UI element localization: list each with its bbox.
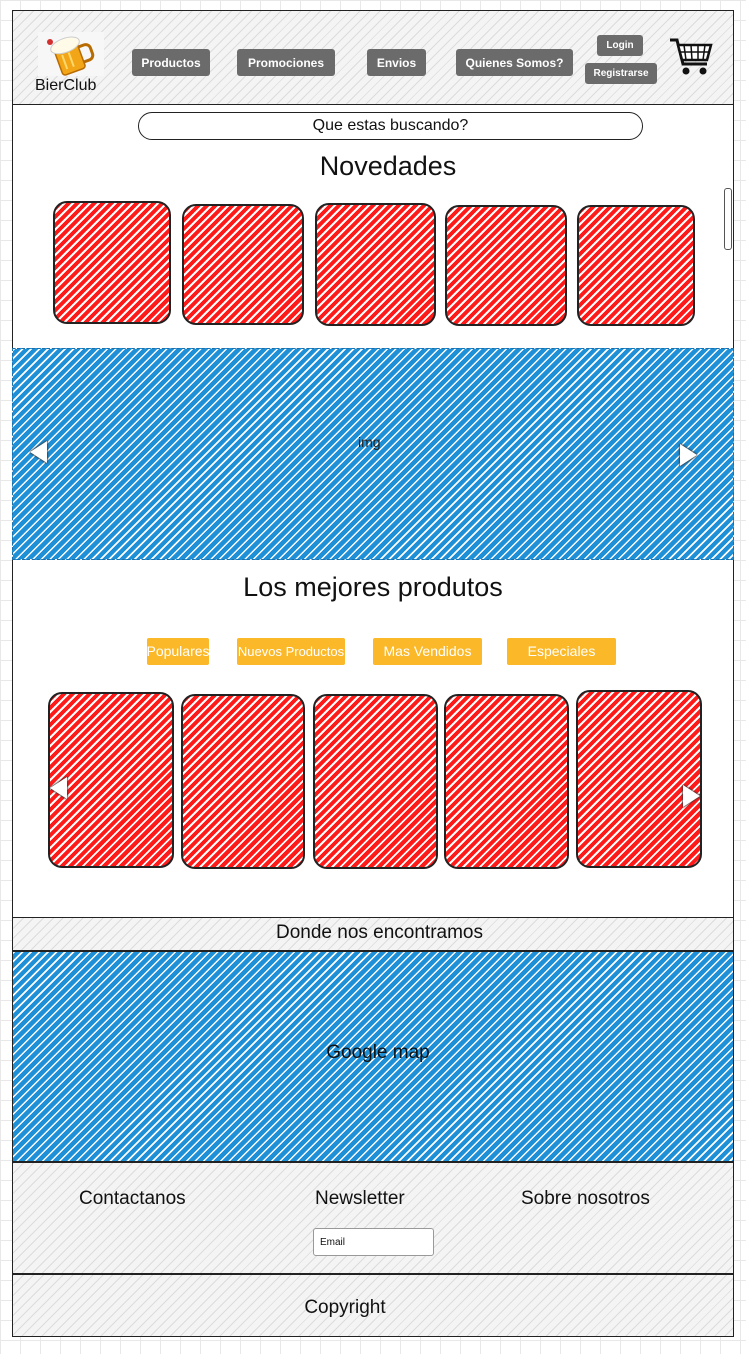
tab-populares[interactable]: Populares bbox=[146, 638, 210, 665]
location-header bbox=[12, 917, 734, 951]
beer-mug-icon[interactable] bbox=[38, 32, 104, 76]
best-product-card[interactable] bbox=[48, 692, 174, 868]
nav-button-promociones[interactable]: Promociones bbox=[237, 49, 335, 76]
nav-button-productos[interactable]: Productos bbox=[132, 49, 210, 76]
banner-next-arrow-icon[interactable] bbox=[680, 444, 697, 466]
novedad-product-card[interactable] bbox=[445, 205, 567, 326]
google-map[interactable] bbox=[12, 951, 734, 1162]
best-product-card[interactable] bbox=[181, 694, 305, 869]
products-prev-arrow-icon[interactable] bbox=[50, 777, 67, 799]
about-link[interactable]: Sobre nosotros bbox=[521, 1188, 650, 1209]
register-button[interactable]: Registrarse bbox=[585, 63, 657, 84]
best-products-title: Los mejores produtos bbox=[243, 572, 503, 602]
novedad-product-card[interactable] bbox=[577, 205, 695, 326]
best-product-card[interactable] bbox=[444, 694, 569, 869]
tab-nuevos-productos[interactable]: Nuevos Productos bbox=[237, 638, 345, 665]
logo-text[interactable]: BierClub bbox=[35, 77, 97, 94]
novedad-product-card[interactable] bbox=[315, 203, 436, 326]
nav-button-envios[interactable]: Envios bbox=[367, 49, 426, 76]
tab-especiales[interactable]: Especiales bbox=[507, 638, 616, 665]
banner-image-label: img bbox=[358, 434, 381, 450]
newsletter-label: Newsletter bbox=[315, 1188, 405, 1209]
shopping-cart-icon[interactable] bbox=[668, 36, 714, 78]
copyright-bar bbox=[12, 1274, 734, 1337]
novedades-title: Novedades bbox=[319, 151, 457, 181]
map-label: Google map bbox=[326, 1042, 430, 1063]
footer bbox=[12, 1162, 734, 1274]
login-button[interactable]: Login bbox=[597, 35, 643, 56]
novedad-product-card[interactable] bbox=[53, 201, 171, 324]
best-product-card[interactable] bbox=[313, 694, 438, 869]
banner-prev-arrow-icon[interactable] bbox=[30, 441, 47, 463]
vertical-scrollbar[interactable] bbox=[724, 188, 732, 250]
products-next-arrow-icon[interactable] bbox=[683, 785, 700, 807]
best-product-card[interactable] bbox=[576, 690, 702, 868]
location-title: Donde nos encontramos bbox=[275, 922, 483, 943]
nav-button-quienes-somos[interactable]: Quienes Somos? bbox=[456, 49, 573, 76]
search-input[interactable]: Que estas buscando? bbox=[138, 112, 643, 140]
contact-link[interactable]: Contactanos bbox=[79, 1188, 186, 1209]
banner-carousel[interactable] bbox=[12, 348, 734, 560]
copyright-text: Copyright bbox=[304, 1297, 386, 1318]
email-field[interactable]: Email bbox=[313, 1228, 434, 1256]
tab-mas-vendidos[interactable]: Mas Vendidos bbox=[373, 638, 482, 665]
novedad-product-card[interactable] bbox=[182, 204, 304, 325]
